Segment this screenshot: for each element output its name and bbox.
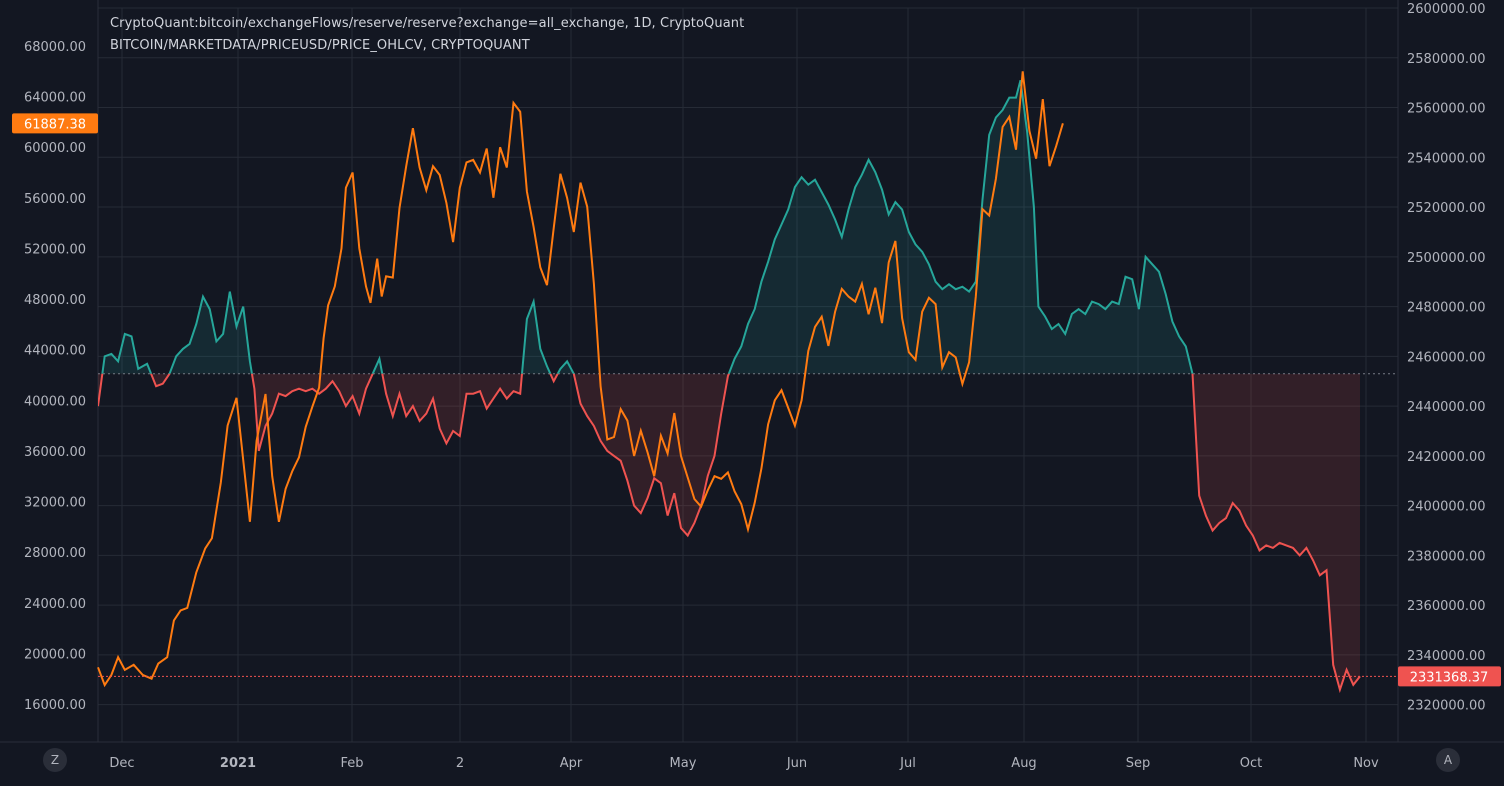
right-tick-label-1: 2340000.00 [1407, 649, 1486, 664]
legend-price-series[interactable]: BITCOIN/MARKETDATA/PRICEUSD/PRICE_OHLCV,… [110, 38, 530, 53]
left-tick-label-8: 48000.00 [24, 293, 86, 308]
left-tick-label-5: 36000.00 [24, 445, 86, 460]
x-tick-label-2: Feb [340, 756, 363, 771]
reserve-area-above [102, 80, 1193, 374]
left-tick-label-6: 40000.00 [24, 394, 86, 409]
left-tick-label-7: 44000.00 [24, 344, 86, 359]
x-tick-label-7: Jul [899, 756, 916, 771]
price-line [97, 71, 1064, 688]
left-tick-label-4: 32000.00 [24, 496, 86, 511]
right-tick-label-6: 2440000.00 [1407, 400, 1486, 415]
reserve-last-value-label: 2331368.37 [1410, 670, 1489, 685]
x-tick-label-5: May [670, 756, 697, 771]
left-tick-label-1: 20000.00 [24, 647, 86, 662]
x-tick-label-1: 2021 [220, 756, 256, 771]
price-last-value-badge [12, 113, 98, 134]
right-tick-label-11: 2540000.00 [1407, 151, 1486, 166]
x-tick-label-0: Dec [109, 756, 134, 771]
right-tick-label-10: 2520000.00 [1407, 201, 1486, 216]
x-tick-label-3: 2 [456, 756, 464, 771]
right-tick-label-8: 2480000.00 [1407, 301, 1486, 316]
price-last-value-label: 61887.38 [24, 117, 86, 132]
left-tick-label-13: 68000.00 [24, 40, 86, 55]
x-tick-label-10: Oct [1240, 756, 1262, 771]
right-tick-label-4: 2400000.00 [1407, 500, 1486, 515]
x-tick-label-8: Aug [1011, 756, 1036, 771]
right-tick-label-3: 2380000.00 [1407, 549, 1486, 564]
auto-scale-button[interactable]: A [1436, 748, 1460, 772]
legend-reserve-series[interactable]: CryptoQuant:bitcoin/exchangeFlows/reserv… [110, 16, 745, 31]
x-tick-label-9: Sep [1126, 756, 1151, 771]
left-tick-label-11: 60000.00 [24, 141, 86, 156]
reserve-area-below [98, 373, 1360, 690]
left-tick-label-9: 52000.00 [24, 242, 86, 257]
right-tick-label-12: 2560000.00 [1407, 102, 1486, 117]
left-tick-label-12: 64000.00 [24, 91, 86, 106]
right-tick-label-2: 2360000.00 [1407, 599, 1486, 614]
left-tick-label-10: 56000.00 [24, 192, 86, 207]
right-tick-label-13: 2580000.00 [1407, 52, 1486, 67]
right-tick-label-5: 2420000.00 [1407, 450, 1486, 465]
reserve-line-below [98, 373, 1361, 694]
right-tick-label-0: 2320000.00 [1407, 699, 1486, 714]
right-tick-label-9: 2500000.00 [1407, 251, 1486, 266]
x-tick-label-4: Apr [560, 756, 583, 771]
left-tick-label-2: 24000.00 [24, 597, 86, 612]
right-tick-label-7: 2460000.00 [1407, 350, 1486, 365]
left-tick-label-3: 28000.00 [24, 546, 86, 561]
reserve-last-value-badge [1398, 666, 1501, 687]
left-tick-label-0: 16000.00 [24, 698, 86, 713]
x-tick-label-11: Nov [1353, 756, 1379, 771]
right-tick-label-14: 2600000.00 [1407, 2, 1486, 17]
reserve-line-above [101, 79, 1194, 374]
x-tick-label-6: Jun [786, 756, 807, 771]
time-zone-button[interactable]: Z [43, 748, 67, 772]
